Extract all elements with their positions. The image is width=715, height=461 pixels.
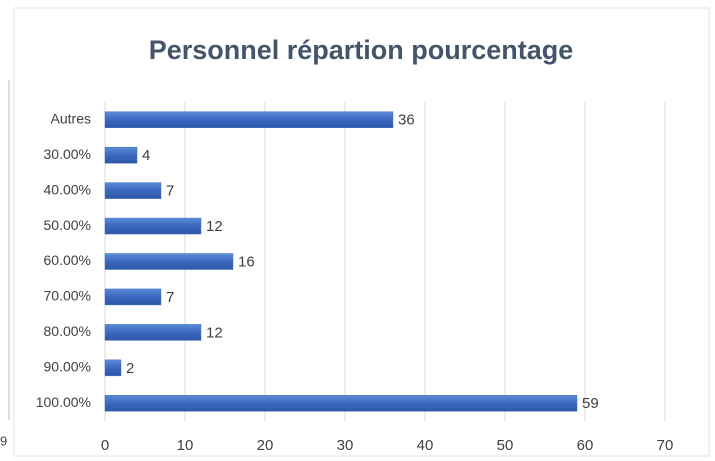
x-tick-label: 0 bbox=[101, 437, 109, 454]
data-label: 12 bbox=[206, 218, 223, 235]
data-label: 16 bbox=[238, 253, 255, 270]
y-tick-label: 70.00% bbox=[44, 288, 91, 304]
data-label: 2 bbox=[126, 360, 134, 377]
y-tick-label: 40.00% bbox=[44, 181, 91, 197]
bar bbox=[104, 217, 202, 235]
bar bbox=[104, 395, 578, 412]
chart-title: Personnel répartion pourcentage bbox=[149, 35, 574, 65]
data-label: 4 bbox=[142, 147, 150, 164]
x-tick-label: 30 bbox=[337, 437, 354, 454]
annotation: 9 bbox=[0, 433, 7, 448]
y-tick-label: 80.00% bbox=[44, 323, 91, 339]
data-label: 12 bbox=[206, 324, 223, 341]
x-tick-label: 10 bbox=[177, 437, 194, 454]
y-tick-label: 90.00% bbox=[44, 359, 91, 375]
x-tick-label: 70 bbox=[657, 437, 674, 454]
data-label: 36 bbox=[398, 112, 415, 129]
data-label: 7 bbox=[166, 183, 174, 200]
y-tick-label: 60.00% bbox=[44, 252, 91, 268]
bar bbox=[104, 111, 394, 128]
y-tick-label: 50.00% bbox=[44, 217, 91, 233]
y-tick-label: 100.00% bbox=[36, 394, 91, 410]
bar bbox=[104, 182, 162, 199]
bar bbox=[104, 146, 138, 164]
bar bbox=[104, 359, 122, 377]
x-tick-label: 50 bbox=[497, 437, 514, 454]
data-label: 59 bbox=[582, 395, 599, 412]
data-label: 7 bbox=[166, 289, 174, 306]
y-tick-label: Autres bbox=[51, 110, 91, 126]
x-tick-label: 40 bbox=[417, 437, 434, 454]
bar bbox=[104, 288, 162, 306]
x-tick-label: 60 bbox=[577, 437, 594, 454]
bar bbox=[104, 324, 202, 341]
x-tick-label: 20 bbox=[257, 437, 274, 454]
y-tick-label: 30.00% bbox=[44, 146, 91, 162]
bar bbox=[104, 253, 234, 270]
